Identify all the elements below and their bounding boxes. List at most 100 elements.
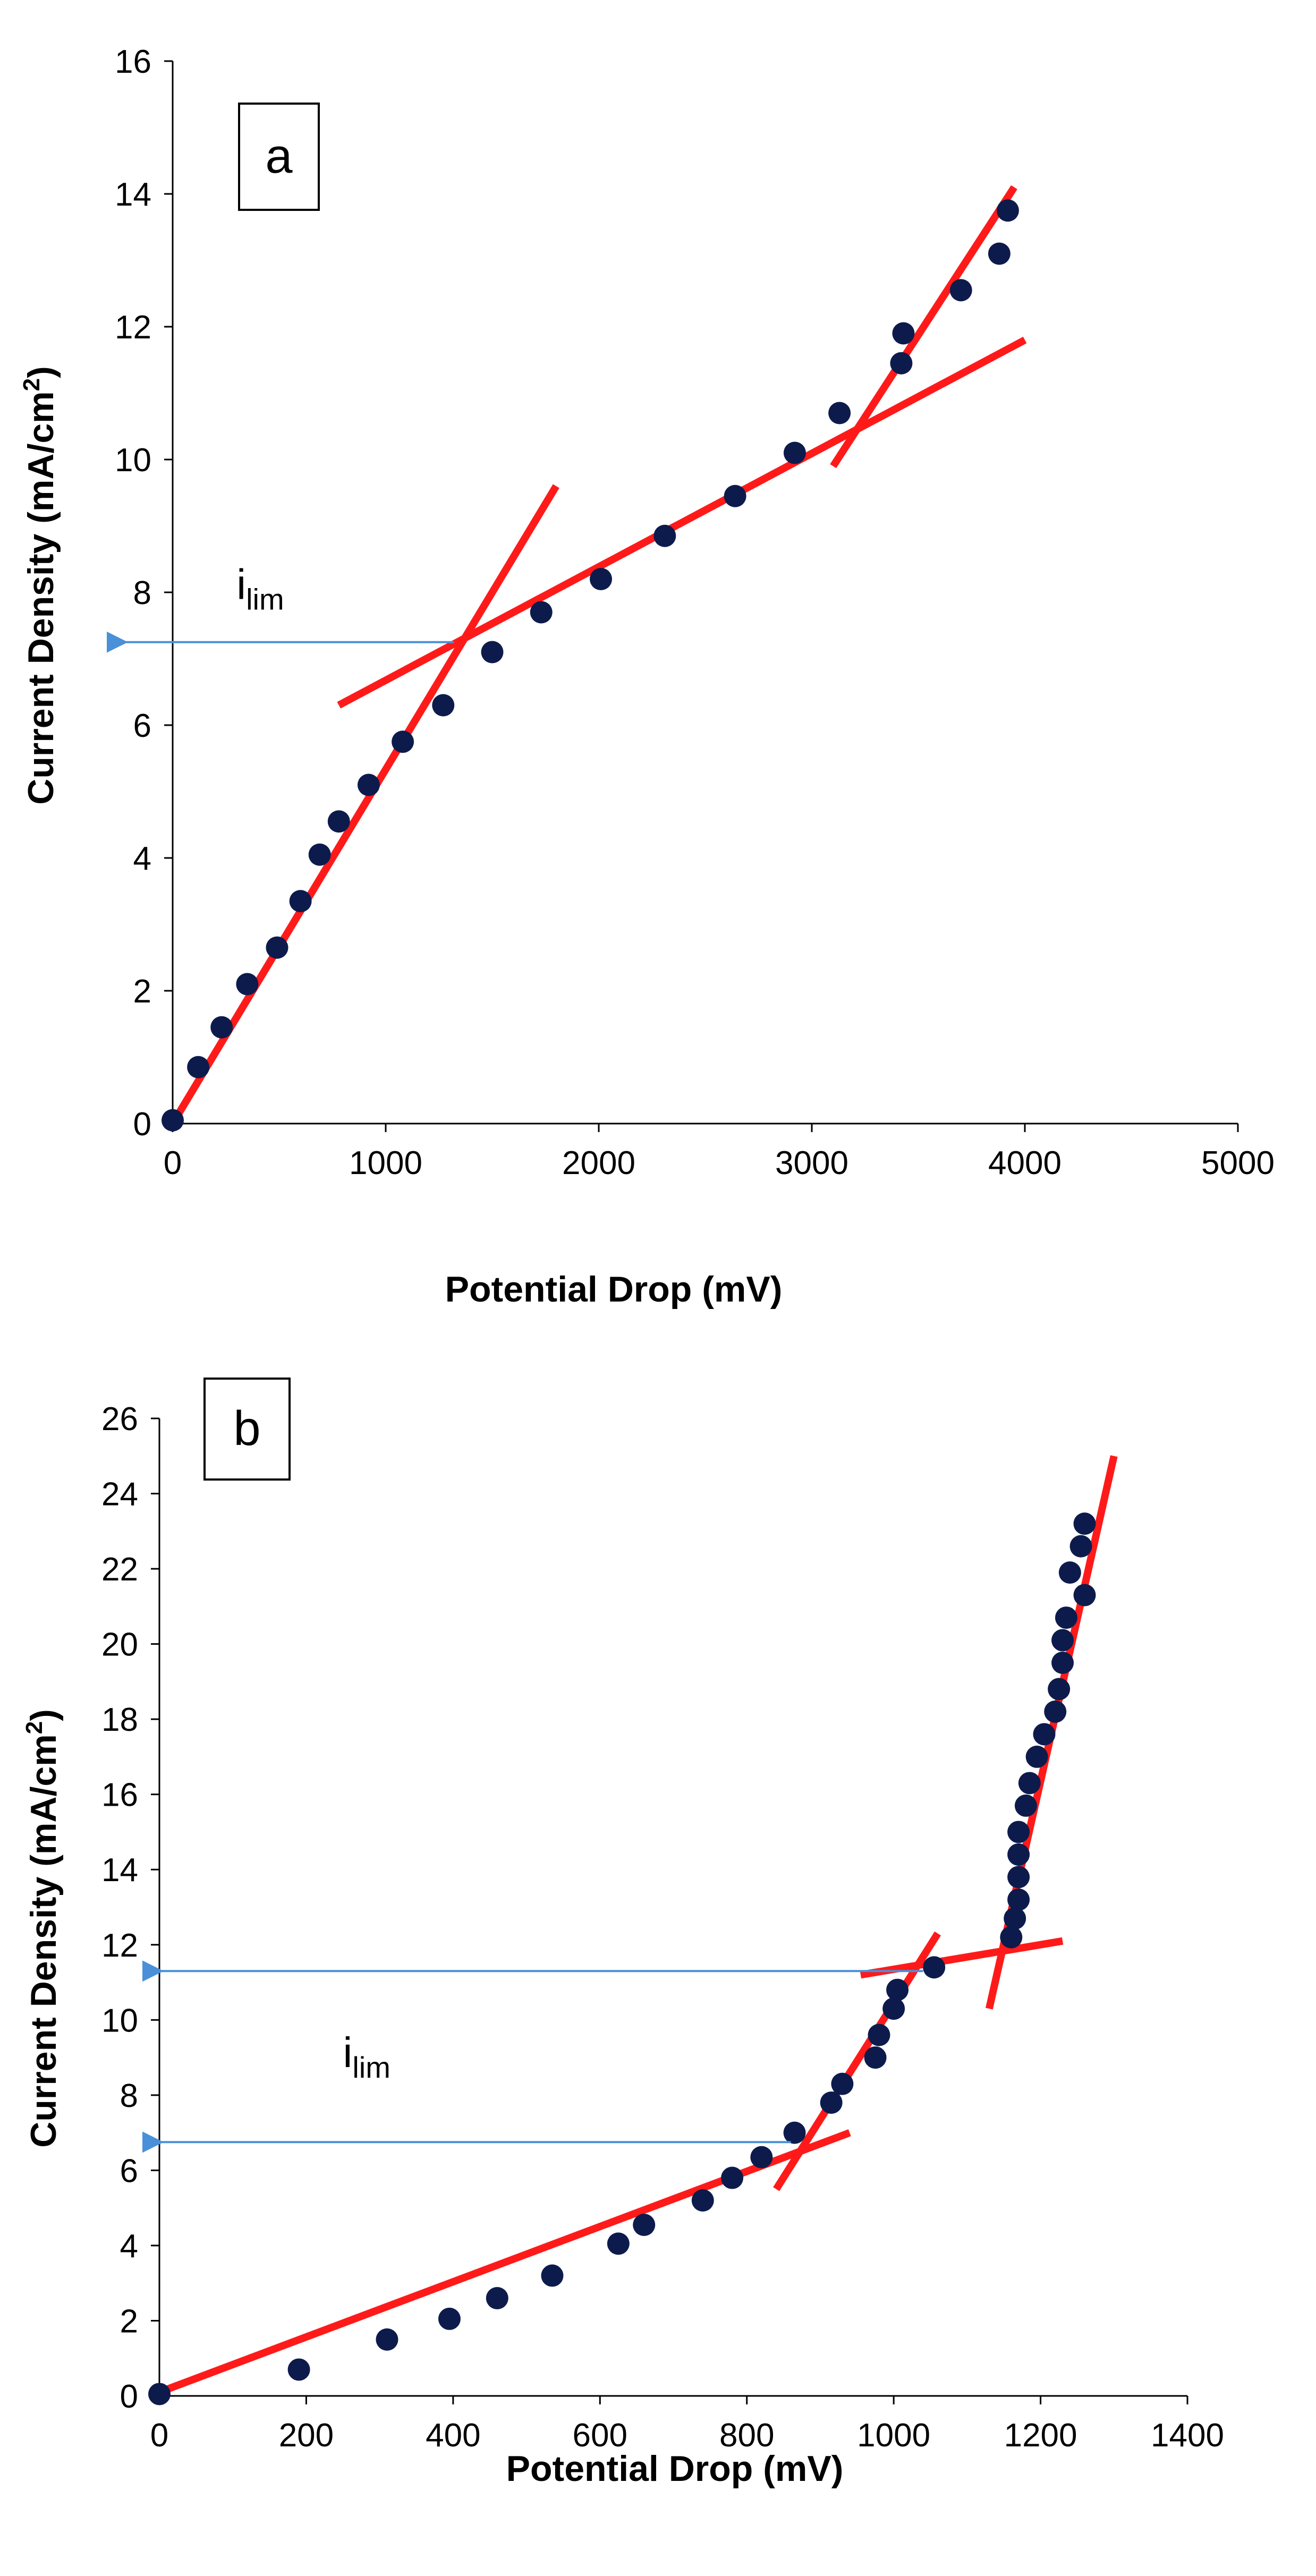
data-point	[210, 1016, 233, 1039]
panel-label-box	[238, 103, 320, 211]
data-point	[327, 810, 350, 833]
y-tick-label: 8	[133, 575, 151, 611]
panel-label-box	[203, 1378, 291, 1481]
y-tick-label: 22	[101, 1551, 138, 1588]
data-point	[864, 2046, 887, 2069]
y-tick-label: 24	[101, 1476, 138, 1513]
data-point	[590, 568, 613, 590]
y-tick-label: 8	[120, 2078, 138, 2114]
data-point	[438, 2307, 461, 2330]
data-point	[724, 484, 746, 507]
x-tick-label: 600	[573, 2417, 627, 2454]
data-point	[1069, 1535, 1092, 1558]
data-point	[266, 936, 288, 959]
data-point	[162, 1109, 184, 1132]
x-tick-labels: 0 200 400 600 800 1000 1200 1400	[150, 2417, 1224, 2454]
data-points	[148, 1512, 1096, 2405]
y-tick-label: 6	[133, 708, 151, 744]
y-axis-title: Current Density (mA/cm2)	[21, 1709, 64, 2148]
y-tick-label: 14	[101, 1852, 138, 1889]
fit-lines	[158, 1455, 1118, 2396]
data-point	[1025, 1745, 1048, 1768]
fit-line	[158, 2129, 851, 2396]
data-point	[923, 1956, 946, 1979]
x-axis-title: Potential Drop (mV)	[445, 1269, 783, 1310]
y-tick-label: 14	[115, 176, 151, 213]
axes	[164, 60, 1239, 1132]
chart-panel-a: 0 2 4 6 8 10 12 14 16 0 1000 2000 3000 4000 5000 a il…	[19, 44, 1275, 1310]
data-point	[607, 2232, 630, 2255]
data-point	[1007, 1866, 1030, 1889]
data-point	[1048, 1678, 1071, 1701]
data-point	[541, 2264, 564, 2287]
data-point	[868, 2024, 890, 2046]
data-point	[1073, 1512, 1096, 1535]
data-point	[1073, 1584, 1096, 1606]
data-point	[287, 2358, 310, 2381]
data-point	[882, 1997, 905, 2020]
limit-arrows	[142, 1960, 923, 2153]
x-tick-label: 1400	[1151, 2417, 1224, 2454]
y-axis-title: Current Density (mA/cm2)	[19, 366, 61, 805]
x-tick-label: 800	[719, 2417, 774, 2454]
data-point	[633, 2214, 656, 2236]
data-point	[1014, 1794, 1037, 1817]
data-point	[530, 601, 553, 624]
data-point	[376, 2328, 398, 2351]
data-point	[357, 773, 380, 796]
fit-line	[773, 1931, 941, 2191]
ilim-subscript: lim	[352, 2051, 390, 2084]
x-tick-label: 5000	[1201, 1145, 1275, 1181]
y-tick-label: 0	[133, 1106, 151, 1143]
data-point	[289, 890, 312, 913]
y-axis-title-close: )	[21, 366, 61, 378]
data-point	[1058, 1561, 1081, 1584]
data-points	[162, 199, 1019, 1132]
y-tick-label: 4	[133, 840, 151, 877]
data-point	[890, 352, 913, 375]
data-point	[783, 2121, 806, 2144]
data-point	[996, 199, 1019, 222]
x-tick-label: 1000	[349, 1145, 422, 1181]
x-tick-label: 400	[426, 2417, 480, 2454]
x-tick-label: 200	[279, 2417, 334, 2454]
y-axis-title-main: Current Density (mA/cm	[23, 1734, 64, 2147]
y-tick-label: 4	[120, 2228, 138, 2265]
y-tick-label: 10	[115, 442, 151, 479]
y-tick-label: 12	[101, 1927, 138, 1964]
y-axis-title-sup: 2	[19, 378, 45, 391]
data-point	[1000, 1926, 1023, 1949]
ilim-main: i	[236, 561, 246, 608]
ilim-annotation: ilim	[343, 2029, 390, 2084]
data-point	[820, 2092, 843, 2114]
data-point	[308, 843, 331, 866]
fit-line	[169, 484, 559, 1126]
data-point	[1007, 1843, 1030, 1866]
data-point	[236, 973, 259, 996]
y-axis-title-main: Current Density (mA/cm	[21, 391, 61, 804]
fit-line	[337, 336, 1027, 709]
y-tick-label: 20	[101, 1627, 138, 1663]
x-tick-label: 0	[164, 1145, 182, 1181]
data-point	[1004, 1907, 1026, 1930]
fit-line	[860, 1937, 1064, 1979]
data-point	[653, 524, 676, 547]
data-point	[486, 2287, 508, 2309]
data-point	[1051, 1652, 1074, 1674]
data-point	[828, 402, 851, 424]
data-point	[1018, 1772, 1041, 1795]
data-point	[1007, 1888, 1030, 1911]
y-axis-title-sup: 2	[21, 1721, 47, 1734]
data-point	[148, 2383, 171, 2405]
axes	[151, 1417, 1188, 2404]
fit-lines	[169, 185, 1027, 1126]
y-tick-label: 2	[120, 2303, 138, 2340]
data-point	[831, 2072, 854, 2095]
y-tick-label: 18	[101, 1702, 138, 1738]
data-point	[432, 694, 455, 717]
fit-line	[830, 185, 1017, 469]
y-tick-label: 2	[133, 973, 151, 1010]
data-point	[949, 279, 972, 302]
